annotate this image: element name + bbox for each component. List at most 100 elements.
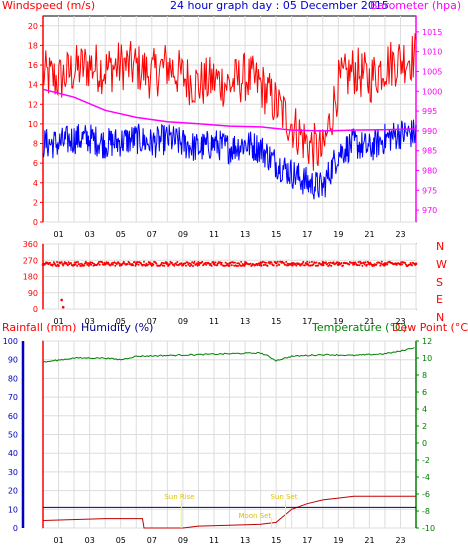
direction-point [290, 262, 293, 265]
direction-point [128, 261, 131, 264]
direction-point [268, 262, 271, 265]
direction-point [173, 264, 176, 267]
temp-ytick-label: 2 [422, 422, 427, 431]
direction-point [188, 265, 191, 267]
wind-ytick-label: 18 [28, 41, 38, 50]
bottom-panel-xtick-label: 11 [209, 536, 219, 545]
direction-point [213, 262, 215, 265]
baro-ytick-label: 970 [422, 206, 437, 215]
rain-ytick-label: 40 [8, 449, 18, 458]
direction-point [126, 263, 129, 266]
temp-ytick-label: 10 [422, 354, 432, 363]
dir-ytick-label: 0 [33, 305, 38, 314]
dir-panel-xtick-label: 09 [178, 317, 188, 326]
direction-point [282, 262, 285, 264]
direction-point [272, 264, 275, 267]
direction-point [219, 261, 222, 264]
direction-point [379, 264, 382, 267]
direction-point [268, 261, 271, 263]
wind-panel-xtick-label: 05 [116, 230, 126, 239]
wind-panel-xtick-label: 21 [364, 230, 374, 239]
direction-point [354, 261, 357, 264]
direction-point [134, 264, 137, 267]
direction-point [135, 262, 138, 265]
direction-point [358, 264, 361, 267]
rain-ytick-label: 10 [8, 505, 18, 514]
bottom-panel-xtick-label: 07 [147, 536, 157, 545]
direction-point [87, 262, 90, 265]
direction-point [85, 261, 88, 264]
direction-point [310, 264, 313, 267]
direction-point [340, 262, 343, 264]
direction-point [348, 263, 351, 266]
dir-panel-xtick-label: 21 [364, 317, 374, 326]
rainfall-series-line [42, 495, 416, 529]
wind-ytick-label: 10 [28, 120, 38, 129]
direction-point [181, 264, 184, 267]
panels: 0246810121416182097097598098599099510001… [3, 15, 447, 545]
direction-point [87, 264, 90, 267]
bottom-panel-xtick-label: 21 [364, 536, 374, 545]
dir-panel-xtick-label: 15 [271, 317, 281, 326]
direction-point [90, 263, 93, 266]
direction-point [136, 261, 139, 264]
baro-ytick-label: 975 [422, 186, 437, 195]
direction-point [351, 261, 354, 264]
direction-point [359, 260, 362, 263]
direction-point [317, 264, 320, 267]
direction-point [326, 262, 329, 265]
direction-point [74, 263, 77, 266]
direction-point [368, 263, 371, 266]
wind-ytick-label: 20 [28, 22, 38, 31]
direction-point [278, 263, 281, 266]
direction-point [285, 260, 288, 263]
direction-point [190, 264, 193, 266]
direction-point [308, 261, 311, 264]
direction-point [92, 264, 95, 267]
direction-point [73, 261, 76, 264]
direction-point [366, 263, 368, 266]
direction-point [155, 262, 158, 265]
direction-point [338, 261, 341, 264]
direction-point [70, 262, 72, 265]
rain-ytick-label: 0 [13, 524, 18, 533]
direction-point [89, 261, 92, 264]
temp-ytick-label: -8 [422, 507, 430, 516]
dir-ytick-label: 270 [23, 256, 38, 265]
moon-set-label: Moon Set [238, 512, 271, 520]
direction-point [386, 263, 389, 266]
direction-point [328, 264, 331, 266]
temp-ytick-label: 8 [422, 371, 427, 380]
temp-ytick-label: -2 [422, 456, 430, 465]
wind-panel-xtick-label: 09 [178, 230, 188, 239]
dir-ytick-label: 90 [28, 289, 38, 298]
direction-point [162, 262, 165, 265]
direction-point [86, 263, 89, 266]
direction-point [314, 261, 316, 264]
direction-point [258, 264, 261, 267]
direction-point [193, 260, 196, 263]
direction-point [292, 262, 295, 264]
direction-point [356, 264, 359, 267]
direction-point [414, 263, 417, 266]
direction-point [77, 261, 79, 263]
wind-ytick-label: 6 [33, 159, 38, 168]
wind-ytick-label: 14 [28, 81, 38, 90]
direction-point [266, 264, 269, 267]
direction-point [160, 263, 163, 266]
direction-point [118, 262, 121, 265]
direction-point [289, 263, 292, 266]
graph-title: 24 hour graph day : 05 December 2015 [170, 0, 389, 12]
direction-point [184, 262, 187, 265]
direction-point [79, 265, 82, 267]
sun-set-label: Sun Set [270, 493, 297, 501]
direction-point [213, 263, 216, 266]
direction-point [46, 261, 49, 264]
direction-point [180, 262, 183, 265]
wind-panel-xtick-label: 23 [395, 230, 405, 239]
wind-panel-xtick-label: 17 [302, 230, 312, 239]
direction-point [216, 262, 219, 265]
direction-point [73, 264, 76, 266]
direction-point [270, 261, 273, 264]
